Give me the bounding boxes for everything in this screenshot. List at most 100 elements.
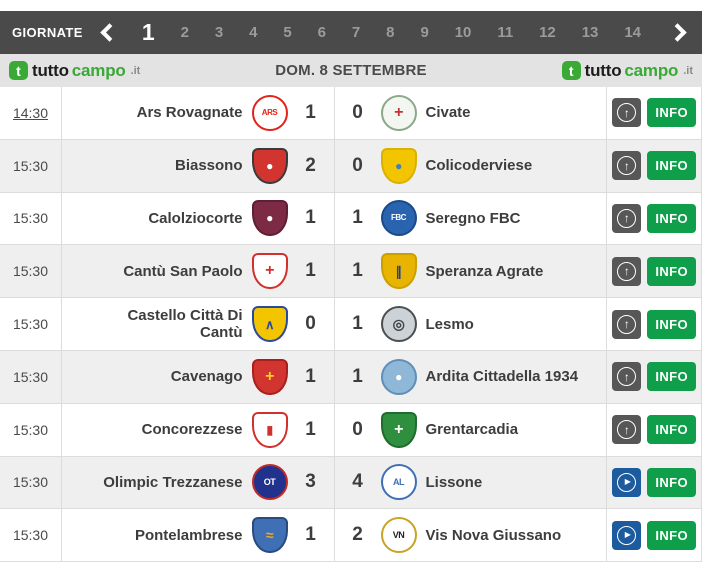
match-row: 15:30 Castello Città Di Cantù ∧ 0 1 ◎ Le… bbox=[0, 298, 702, 351]
match-list: 14:30 Ars Rovagnate ARS 1 0 + Civate bbox=[0, 87, 702, 563]
match-media-button[interactable]: ↑ ▶ bbox=[612, 362, 642, 392]
info-button[interactable]: INFO bbox=[647, 256, 696, 286]
circle-arrow-up-icon: ↑ bbox=[623, 422, 630, 437]
match-row: 15:30 Calolziocorte ● 1 1 FBC Seregno FB… bbox=[0, 192, 702, 246]
brand-text-tutto: tutto bbox=[32, 60, 69, 80]
away-side: 4 AL Lissone bbox=[335, 457, 607, 509]
tuttocampo-logo-right[interactable]: t tutto campo .it bbox=[561, 61, 693, 81]
home-team-logo-icon: + bbox=[251, 253, 288, 290]
away-logo-glyph: FBC bbox=[391, 213, 406, 223]
match-date: DOM. 8 SETTEMBRE bbox=[275, 62, 427, 79]
home-side: Biassono ● 2 bbox=[62, 139, 335, 192]
home-logo-glyph: OT bbox=[263, 476, 276, 487]
kickoff-time[interactable]: 15:30 bbox=[0, 350, 62, 403]
match-row: 15:30 Pontelambrese ≈ 1 2 VN Vis Nova Gi… bbox=[0, 509, 702, 563]
match-row: 15:30 Olimpic Trezzanese OT 3 4 AL Lisso… bbox=[0, 456, 702, 510]
away-team-name: Speranza Agrate bbox=[425, 262, 544, 280]
home-team-name: Biassono bbox=[174, 157, 243, 175]
away-logo-glyph: ● bbox=[395, 158, 402, 173]
kickoff-time[interactable]: 15:30 bbox=[0, 245, 62, 298]
info-button[interactable]: INFO bbox=[647, 467, 696, 497]
match-media-button[interactable]: ↑ ▶ bbox=[612, 415, 642, 445]
away-side: 0 + Grentarcadia bbox=[335, 404, 607, 456]
round-number[interactable]: 5 bbox=[283, 24, 292, 41]
info-button[interactable]: INFO bbox=[647, 415, 696, 445]
match-actions: ↑ ▶ INFO bbox=[606, 139, 701, 192]
round-number[interactable]: 12 bbox=[539, 24, 556, 41]
away-team-logo-icon: VN bbox=[380, 517, 417, 554]
kickoff-time[interactable]: 15:30 bbox=[0, 456, 62, 509]
match-media-button[interactable]: ↑ ▶ bbox=[612, 98, 642, 128]
home-team-logo-icon: ● bbox=[251, 147, 288, 184]
round-number[interactable]: 10 bbox=[454, 24, 472, 41]
match-media-button[interactable]: ↑ ▶ bbox=[612, 203, 642, 233]
kickoff-time[interactable]: 15:30 bbox=[0, 139, 62, 192]
media-circle: ↑ ▶ bbox=[617, 208, 637, 228]
away-score: 0 bbox=[352, 418, 363, 440]
home-logo-glyph: + bbox=[265, 262, 274, 280]
away-score: 4 bbox=[352, 471, 363, 493]
home-logo-glyph: ARS bbox=[261, 107, 278, 117]
match-media-button[interactable]: ↑ ▶ bbox=[612, 309, 642, 339]
match-row: 15:30 Cavenago + 1 1 ● Ardita Cittadella… bbox=[0, 350, 702, 404]
round-number[interactable]: 6 bbox=[317, 24, 326, 41]
round-number[interactable]: 3 bbox=[214, 24, 224, 41]
match-media-button[interactable]: ↑ ▶ bbox=[612, 256, 642, 286]
tuttocampo-logo-left[interactable]: t tutto campo .it bbox=[9, 61, 275, 81]
away-score: 0 bbox=[352, 101, 363, 123]
away-team-logo-icon: AL bbox=[380, 464, 417, 501]
round-number[interactable]: 11 bbox=[497, 24, 514, 41]
match-actions: ↑ ▶ INFO bbox=[606, 298, 701, 350]
media-circle: ↑ ▶ bbox=[617, 103, 637, 123]
round-number[interactable]: 14 bbox=[624, 24, 641, 41]
home-team-name: Pontelambrese bbox=[134, 526, 243, 544]
circle-arrow-up-icon: ↑ bbox=[623, 211, 630, 226]
info-button[interactable]: INFO bbox=[647, 151, 696, 181]
info-button[interactable]: INFO bbox=[647, 98, 696, 128]
home-side: Calolziocorte ● 1 bbox=[62, 192, 335, 245]
round-number[interactable]: 4 bbox=[249, 24, 258, 41]
brand-text-it: .it bbox=[130, 64, 141, 77]
round-number[interactable]: 9 bbox=[420, 24, 429, 41]
kickoff-time[interactable]: 15:30 bbox=[0, 298, 62, 350]
round-number[interactable]: 2 bbox=[180, 24, 189, 41]
home-side: Concorezzese ▮ 1 bbox=[62, 403, 335, 456]
away-team-name: Ardita Cittadella 1934 bbox=[425, 368, 579, 386]
info-button[interactable]: INFO bbox=[647, 309, 696, 339]
away-score: 1 bbox=[352, 313, 363, 335]
info-button[interactable]: INFO bbox=[647, 520, 696, 550]
media-circle: ↑ ▶ bbox=[617, 472, 637, 492]
away-side: 1 FBC Seregno FBC bbox=[335, 193, 607, 245]
info-button[interactable]: INFO bbox=[647, 203, 696, 233]
round-number[interactable]: 13 bbox=[581, 24, 599, 41]
round-number[interactable]: 8 bbox=[386, 24, 395, 41]
home-team-name: Calolziocorte bbox=[148, 209, 243, 227]
away-team-name: Civate bbox=[425, 104, 471, 122]
info-button[interactable]: INFO bbox=[647, 362, 696, 392]
home-logo-glyph: ≈ bbox=[265, 527, 274, 544]
match-media-button[interactable]: ↑ ▶ bbox=[612, 151, 642, 181]
kickoff-time[interactable]: 15:30 bbox=[0, 403, 62, 456]
away-logo-glyph: + bbox=[394, 420, 403, 438]
away-logo-glyph: ∥ bbox=[395, 263, 403, 279]
away-team-name: Lesmo bbox=[425, 315, 474, 333]
circle-play-icon: ▶ bbox=[624, 530, 631, 540]
round-number[interactable]: 7 bbox=[351, 24, 361, 41]
round-number[interactable]: 1 bbox=[141, 19, 155, 45]
next-round-button[interactable] bbox=[667, 22, 688, 43]
home-logo-glyph: ● bbox=[266, 211, 273, 226]
circle-play-icon: ▶ bbox=[624, 477, 631, 487]
kickoff-time[interactable]: 15:30 bbox=[0, 509, 62, 562]
chevron-right-icon bbox=[668, 23, 687, 42]
previous-round-button[interactable] bbox=[99, 22, 120, 43]
media-circle: ↑ ▶ bbox=[617, 367, 637, 387]
away-team-logo-icon: ∥ bbox=[380, 253, 417, 290]
match-actions: ↑ ▶ INFO bbox=[606, 350, 701, 403]
home-side: Cavenago + 1 bbox=[62, 350, 335, 403]
kickoff-time[interactable]: 15:30 bbox=[0, 192, 62, 245]
match-media-button[interactable]: ↑ ▶ bbox=[612, 467, 642, 497]
match-actions: ↑ ▶ INFO bbox=[606, 192, 701, 245]
home-team-name: Cantù San Paolo bbox=[123, 262, 243, 280]
match-media-button[interactable]: ↑ ▶ bbox=[612, 520, 642, 550]
kickoff-time[interactable]: 14:30 bbox=[0, 87, 62, 139]
